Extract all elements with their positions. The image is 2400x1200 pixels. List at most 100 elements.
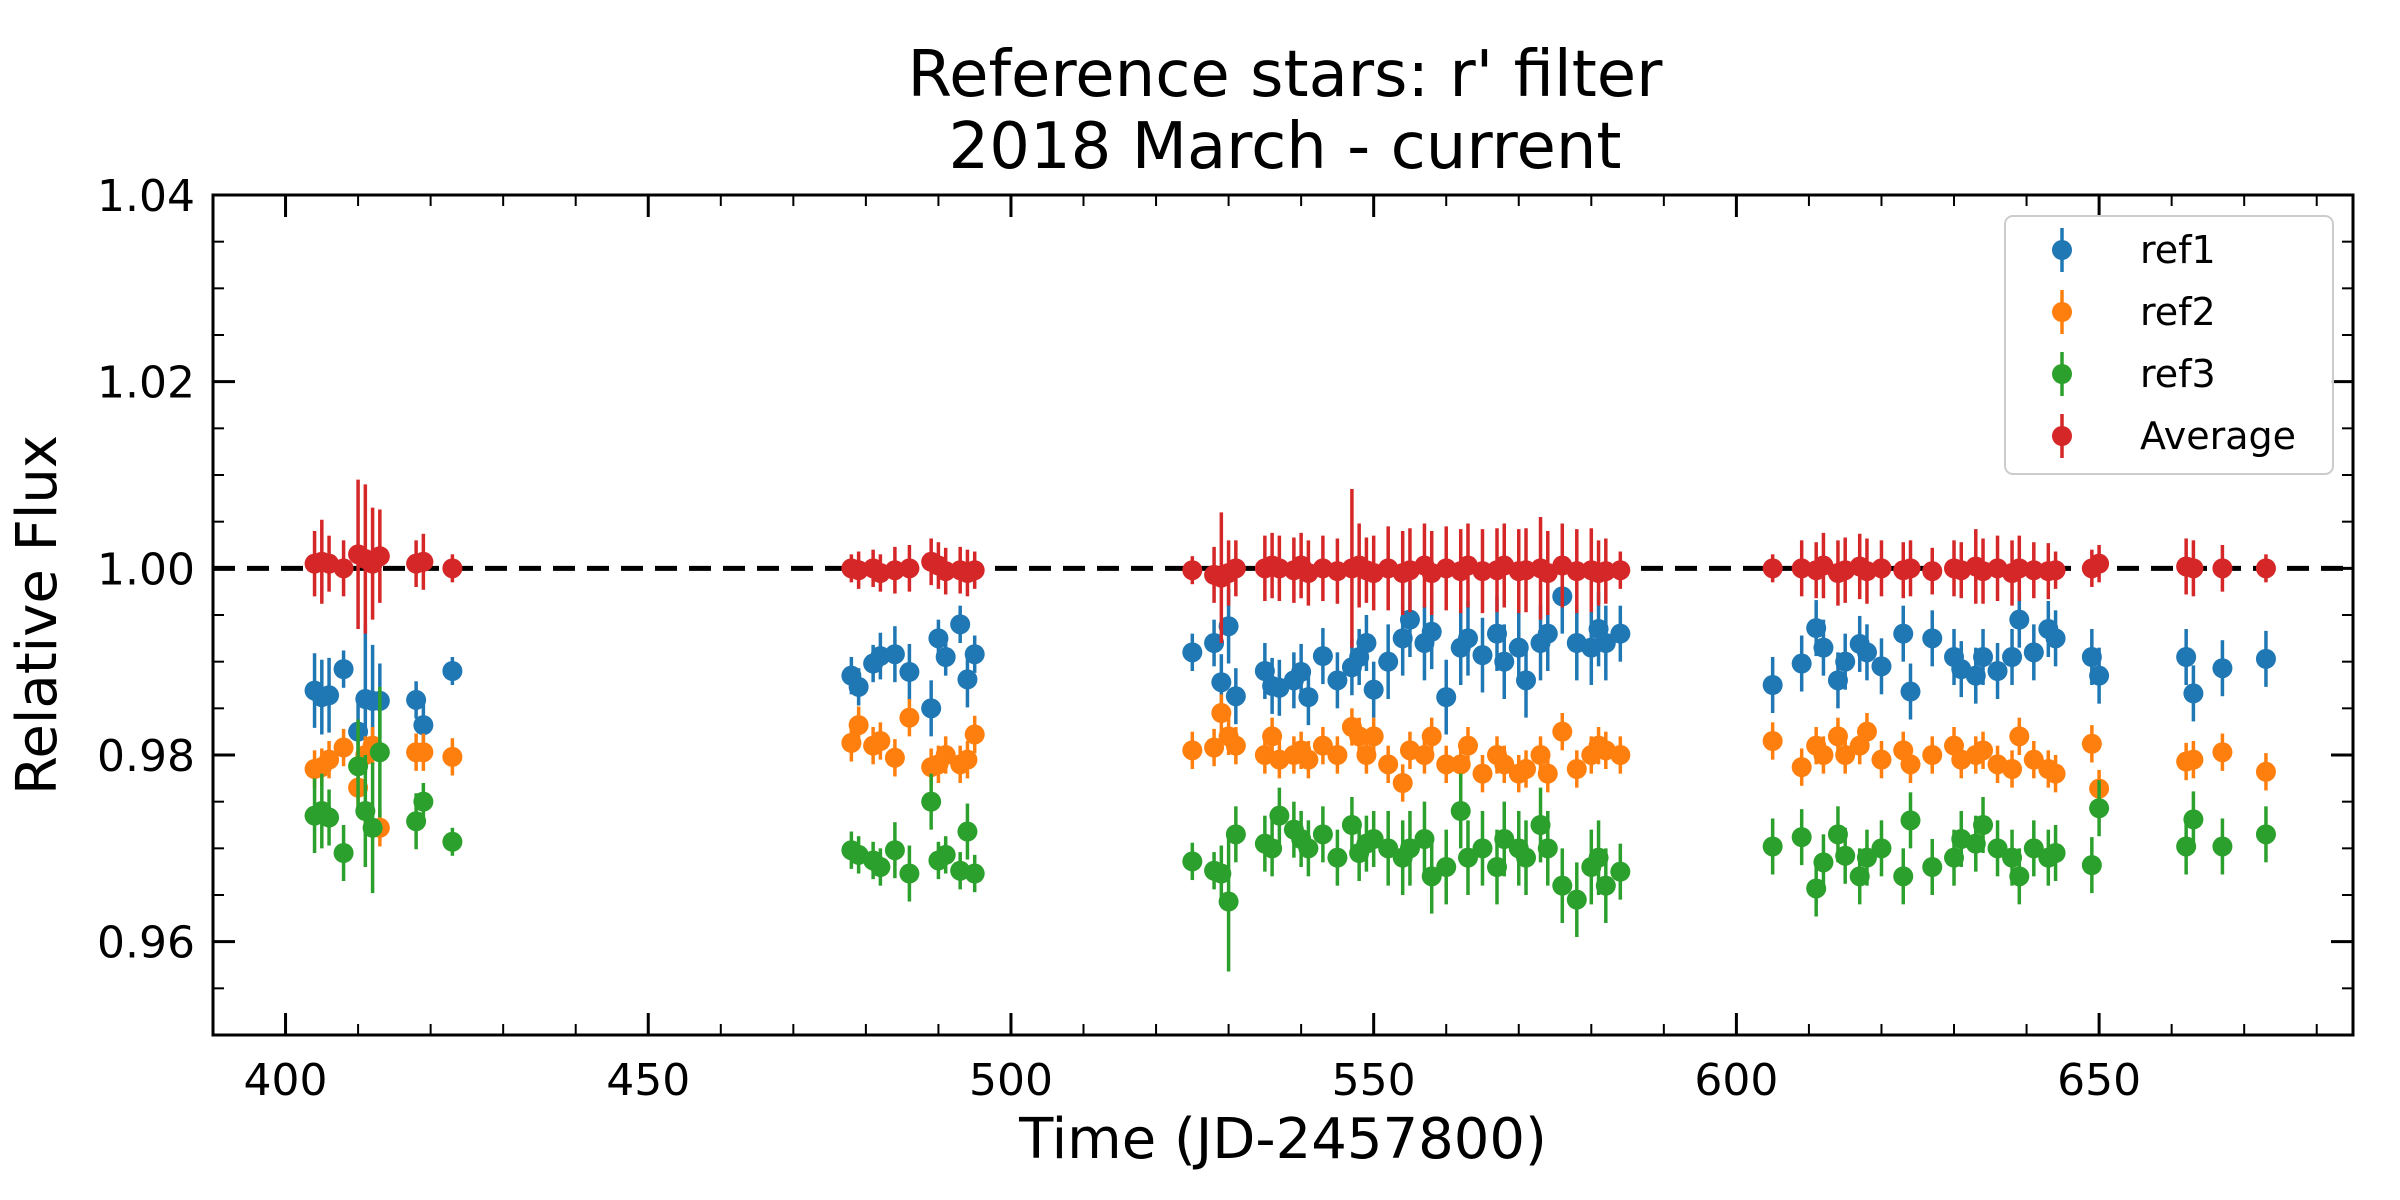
data-point (1298, 687, 1319, 708)
data-point (1262, 838, 1283, 859)
data-point (935, 844, 956, 865)
y-tick-label: 0.96 (97, 918, 195, 969)
data-point (1436, 687, 1457, 708)
data-point (1182, 560, 1203, 581)
data-point (319, 685, 340, 706)
data-point (1392, 773, 1413, 793)
data-point (2255, 648, 2276, 669)
data-point (1835, 745, 1856, 765)
data-point (1610, 623, 1631, 644)
data-point (2212, 558, 2233, 579)
data-point (848, 560, 869, 581)
data-point (2176, 647, 2197, 667)
data-point (964, 644, 985, 665)
data-point (964, 863, 985, 884)
data-point (1922, 628, 1943, 649)
data-point (1922, 857, 1943, 877)
x-tick-label: 550 (1332, 1055, 1416, 1106)
data-point (1900, 810, 1921, 831)
data-point (1922, 745, 1943, 765)
data-point (1973, 647, 1994, 667)
data-point (848, 715, 869, 736)
data-point (2081, 855, 2102, 876)
data-point (406, 689, 427, 710)
data-point (1341, 815, 1362, 835)
data-point (1835, 845, 1856, 866)
data-point (413, 551, 434, 572)
data-point (1871, 749, 1892, 770)
data-point (1414, 829, 1435, 849)
data-point (884, 644, 905, 665)
data-point (1327, 847, 1348, 868)
data-point (2002, 647, 2023, 667)
data-point (1298, 749, 1319, 770)
data-point (2183, 558, 2204, 579)
y-tick-label: 1.00 (97, 544, 195, 595)
data-point (1595, 875, 1616, 896)
legend-entry-average: Average (2052, 414, 2296, 458)
data-point (2023, 749, 2044, 770)
data-point (1225, 686, 1246, 707)
data-point (1487, 857, 1507, 877)
data-point (1973, 740, 1994, 761)
data-point (1806, 878, 1827, 899)
data-point (1414, 745, 1435, 765)
data-point (1182, 851, 1203, 872)
data-point (1566, 759, 1587, 779)
legend-label: Average (2140, 414, 2296, 458)
data-point (1856, 721, 1877, 742)
data-point (899, 707, 920, 728)
data-point (1421, 866, 1442, 887)
data-point (1363, 679, 1384, 700)
data-point (1791, 827, 1812, 848)
chart-subtitle: 2018 March - current (949, 110, 1622, 184)
x-axis-label: Time (JD-2457800) (1018, 1107, 1547, 1172)
data-point (1537, 838, 1558, 859)
data-point (1472, 763, 1493, 784)
data-point (1225, 558, 1246, 579)
data-point (1378, 838, 1399, 859)
data-point (1363, 829, 1384, 849)
data-point (1508, 637, 1529, 658)
data-point (884, 747, 905, 768)
y-axis-label: Relative Flux (5, 435, 70, 795)
data-point (899, 558, 920, 579)
data-point (2045, 560, 2066, 581)
data-point (348, 756, 369, 777)
data-point (1566, 889, 1587, 910)
data-point (2255, 558, 2276, 579)
data-point (1211, 672, 1232, 693)
data-point (333, 737, 354, 758)
data-point (1893, 623, 1914, 644)
data-point (1610, 861, 1631, 882)
data-point (899, 661, 920, 682)
data-point (950, 614, 971, 635)
data-point (2045, 628, 2066, 649)
data-point (1378, 754, 1399, 775)
data-point (1900, 558, 1921, 579)
data-point (1516, 560, 1537, 581)
legend-entry-ref1: ref1 (2052, 228, 2216, 272)
data-point (1487, 623, 1507, 644)
data-point (884, 560, 905, 581)
data-point (1436, 754, 1457, 775)
data-point (2045, 763, 2066, 784)
data-point (333, 558, 354, 579)
data-point (1987, 661, 2008, 681)
data-point (1349, 726, 1370, 747)
data-point (413, 742, 434, 763)
data-point (1813, 852, 1834, 873)
data-point (2089, 553, 2110, 574)
data-point (1900, 754, 1921, 775)
data-point (1588, 847, 1609, 868)
data-point (1472, 645, 1493, 666)
data-point (848, 676, 869, 697)
data-point (1363, 726, 1384, 747)
series-ref2 (304, 694, 2276, 847)
x-tick-label: 600 (1694, 1055, 1778, 1106)
data-point (1849, 866, 1870, 887)
data-point (2183, 809, 2204, 830)
data-point (1436, 857, 1457, 877)
data-point (1218, 616, 1239, 637)
